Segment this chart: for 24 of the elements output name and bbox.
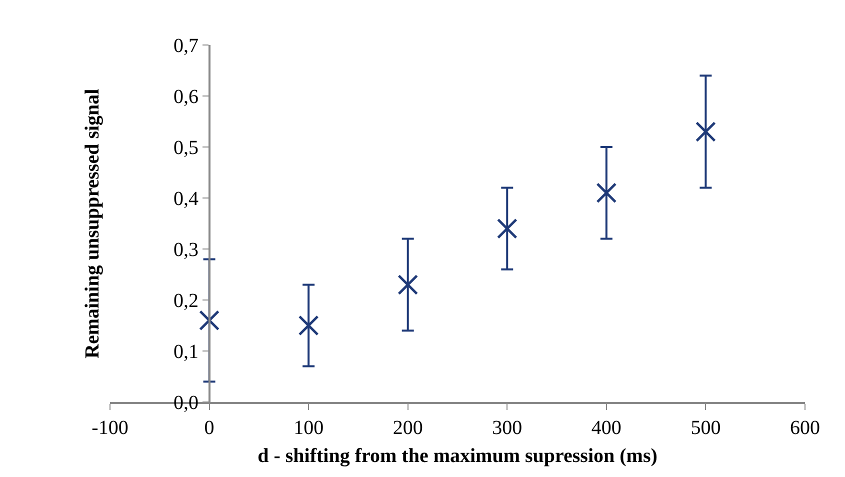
- x-tick-label: 100: [294, 416, 324, 439]
- point: [398, 274, 418, 295]
- x-axis-title: d - shifting from the maximum supression (ms): [258, 444, 658, 467]
- x-tick-label: 400: [591, 416, 622, 439]
- x-tick-label: 600: [790, 416, 820, 439]
- y-tick-label: 0,3: [174, 239, 199, 261]
- y-axis-title: Remaining unsuppressed signal: [82, 88, 104, 358]
- y-tick-label: 0,1: [174, 341, 199, 363]
- x-tick-label: 500: [690, 416, 721, 439]
- y-tick-label: 0,0: [174, 392, 199, 414]
- x-tick-label: 200: [392, 416, 423, 439]
- y-tick-label: 0,6: [174, 86, 199, 108]
- point: [596, 182, 617, 204]
- point: [298, 315, 319, 336]
- y-tick-label: 0,7: [174, 35, 199, 57]
- x-tick-label: -100: [92, 416, 128, 439]
- x-tick-label: 300: [492, 416, 522, 439]
- x-tick-label: 0: [204, 416, 214, 439]
- point: [199, 310, 220, 331]
- y-tick-label: 0,2: [174, 290, 199, 312]
- point: [496, 218, 518, 239]
- y-tick-label: 0,5: [174, 137, 199, 159]
- y-tick-label: 0,4: [174, 188, 199, 210]
- point: [695, 121, 716, 142]
